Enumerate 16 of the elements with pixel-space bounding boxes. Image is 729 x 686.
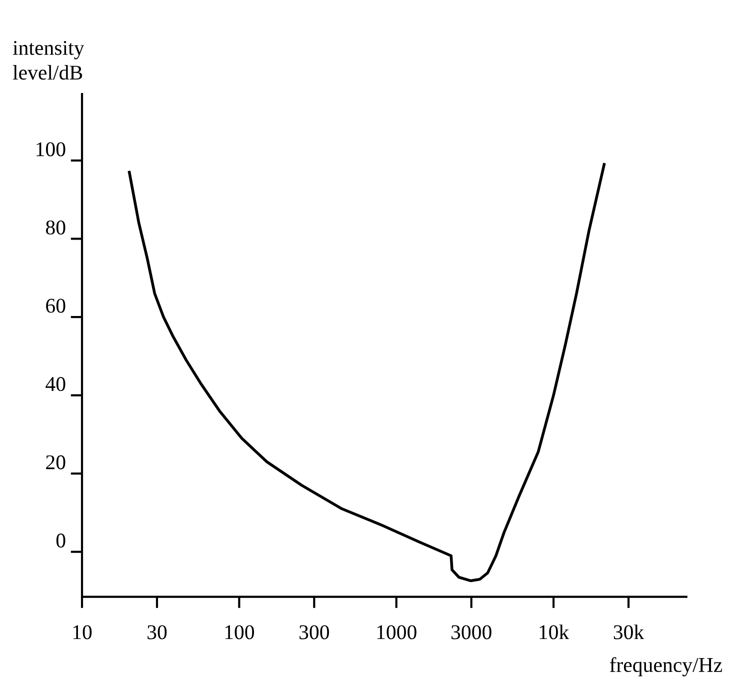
x-tick-label: 10k — [540, 624, 570, 640]
y-axis-title: intensity level/dB — [12, 40, 84, 80]
y-tick-label: 60 — [46, 298, 66, 313]
x-tick-label: 3000 — [452, 625, 492, 640]
x-tick-label: 100 — [225, 625, 254, 640]
x-tick-label: 1000 — [377, 625, 416, 640]
y-tick-label: 0 — [56, 534, 66, 548]
y-tick-label: 40 — [46, 377, 66, 392]
y-tick-label: 20 — [46, 455, 66, 470]
x-tick-label: 30 — [148, 625, 167, 640]
y-tick-label: 80 — [46, 220, 66, 235]
x-tick-label: 10 — [73, 625, 92, 640]
x-tick-label: 30k — [614, 624, 644, 640]
y-tick-label: 100 — [36, 142, 66, 156]
x-tick-label: 300 — [300, 625, 330, 640]
x-axis-title: frequency/Hz — [610, 657, 722, 676]
